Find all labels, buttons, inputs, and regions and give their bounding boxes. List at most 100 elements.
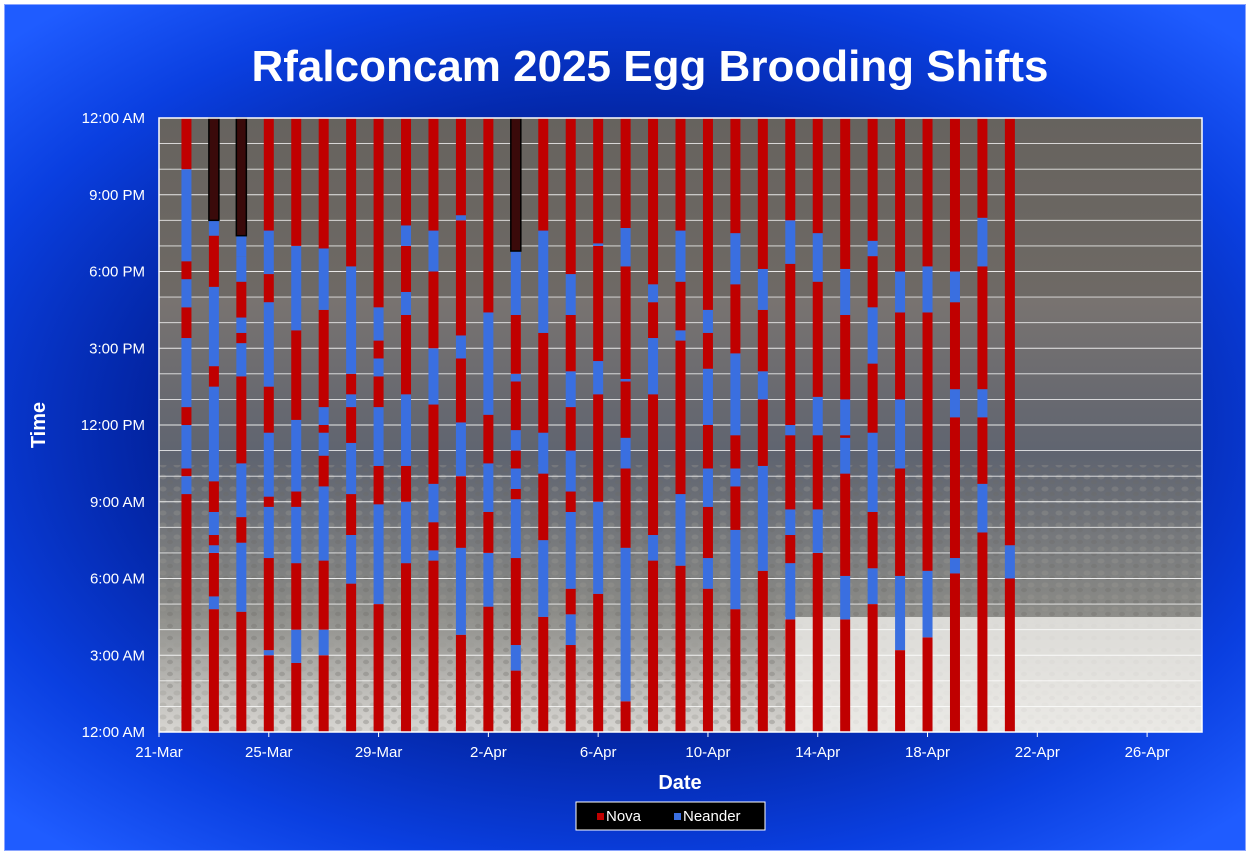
shift-segment-nova: [318, 655, 329, 732]
shift-segment-nova: [428, 118, 439, 231]
shift-segment-neander: [483, 463, 494, 512]
shift-segment-neander: [236, 343, 247, 377]
shift-segment-neander: [263, 650, 274, 656]
shift-segment-nova: [181, 407, 192, 425]
shift-segment-nova: [428, 560, 439, 732]
shift-segment-neander: [263, 432, 274, 497]
shift-segment-neander: [922, 266, 933, 313]
shift-segment-neander: [181, 169, 192, 262]
shift-segment-neander: [236, 256, 247, 282]
shift-segment-nova: [236, 517, 247, 543]
shift-segment-neander: [702, 468, 713, 507]
shift-segment-neander: [318, 432, 329, 456]
shift-segment-nova: [208, 235, 219, 287]
shift-segment-neander: [648, 535, 659, 561]
y-tick-label: 6:00 PM: [89, 264, 145, 281]
shift-segment-nova: [702, 332, 713, 369]
shift-segment-nova: [455, 358, 466, 423]
shift-segment-nova: [867, 511, 878, 569]
shift-segment-neander: [730, 353, 741, 436]
shift-segment-neander: [867, 568, 878, 605]
shift-segment-nova: [977, 417, 988, 484]
shift-segment-neander: [236, 235, 247, 257]
shift-segment-neander: [867, 432, 878, 512]
shift-segment-neander: [373, 407, 384, 466]
shift-segment-nova: [593, 118, 604, 244]
shift-segment-neander: [702, 368, 713, 425]
shift-segment-nova: [730, 435, 741, 469]
y-tick-label: 9:00 AM: [90, 494, 145, 511]
shift-segment-nova: [757, 570, 768, 732]
shift-segment-nova: [648, 302, 659, 339]
shift-segment-neander: [593, 361, 604, 395]
shift-segment-nova: [208, 535, 219, 546]
shift-segment-neander: [455, 335, 466, 359]
shift-segment-nova: [373, 376, 384, 408]
shift-segment-nova: [812, 552, 823, 732]
shift-segment-neander: [977, 483, 988, 533]
shift-segment-neander: [949, 389, 960, 418]
shift-segment-nova: [785, 435, 796, 510]
x-tick-label: 26-Apr: [1125, 744, 1170, 761]
shift-segment-neander: [648, 284, 659, 303]
shift-segment-nova: [291, 118, 302, 246]
shift-segment-neander: [318, 486, 329, 561]
shift-segment-neander: [538, 432, 549, 474]
shift-segment-neander: [812, 396, 823, 436]
shift-segment-nova: [236, 376, 247, 464]
shift-segment-nova: [949, 118, 960, 272]
shift-segment-nova: [510, 314, 521, 374]
shift-segment-nova: [977, 532, 988, 732]
shift-segment-nova: [785, 619, 796, 732]
shift-segment-nova: [730, 486, 741, 530]
shift-segment-nova: [648, 118, 659, 285]
shift-segment-neander: [236, 317, 247, 333]
shift-segment-neander: [977, 217, 988, 267]
shift-segment-neander: [208, 545, 219, 553]
shift-segment-nova: [949, 573, 960, 732]
shift-segment-nova: [428, 271, 439, 349]
shift-segment-neander: [895, 399, 906, 469]
plot-area: [158, 117, 1203, 733]
shift-segment-nova: [895, 650, 906, 732]
shift-segment-nova: [346, 494, 357, 536]
shift-segment-neander: [483, 312, 494, 415]
shift-segment-neander: [236, 463, 247, 518]
shift-segment-nova: [291, 662, 302, 732]
shift-segment-nova: [263, 655, 274, 732]
shift-segment-neander: [785, 509, 796, 536]
shift-segment-nova: [702, 425, 713, 469]
shift-segment-neander: [181, 338, 192, 408]
shift-segment-nova: [181, 261, 192, 280]
shift-segment-nova: [648, 394, 659, 536]
shift-segment-nova: [702, 588, 713, 732]
shift-segment-nova: [620, 118, 631, 229]
shift-segment-nova: [181, 494, 192, 732]
x-axis-ticks: 21-Mar 25-Mar 29-Mar 2-Apr 6-Apr 10-Apr 14-Apr…: [135, 732, 1170, 761]
shift-segment-nova: [593, 245, 604, 362]
shift-segment-neander: [840, 575, 851, 620]
shift-segment-neander: [757, 371, 768, 400]
shift-segment-neander: [263, 506, 274, 559]
shift-segment-neander: [1004, 545, 1015, 579]
y-tick-label: 3:00 AM: [90, 647, 145, 664]
shift-segment-neander: [346, 266, 357, 374]
y-axis-title: Time: [28, 402, 50, 448]
y-tick-label: 9:00 PM: [89, 187, 145, 204]
shift-segment-nova: [373, 604, 384, 732]
x-tick-label: 18-Apr: [905, 744, 950, 761]
shift-segment-nova: [483, 414, 494, 464]
shift-segment-neander: [675, 494, 686, 566]
shift-segment-nova: [620, 381, 631, 438]
shift-segment-nova: [263, 496, 274, 507]
shift-segment-nova: [291, 491, 302, 507]
shift-segment-nova: [510, 450, 521, 469]
shift-segment-nova: [922, 637, 933, 732]
shift-segment-nova: [346, 583, 357, 732]
shift-segment-nova: [922, 312, 933, 571]
shift-segment-nova: [730, 609, 741, 732]
shift-segment-nova: [812, 281, 823, 397]
shift-segment-nova: [895, 468, 906, 576]
shift-segment-nova: [401, 465, 412, 502]
shift-segment-neander: [867, 240, 878, 257]
